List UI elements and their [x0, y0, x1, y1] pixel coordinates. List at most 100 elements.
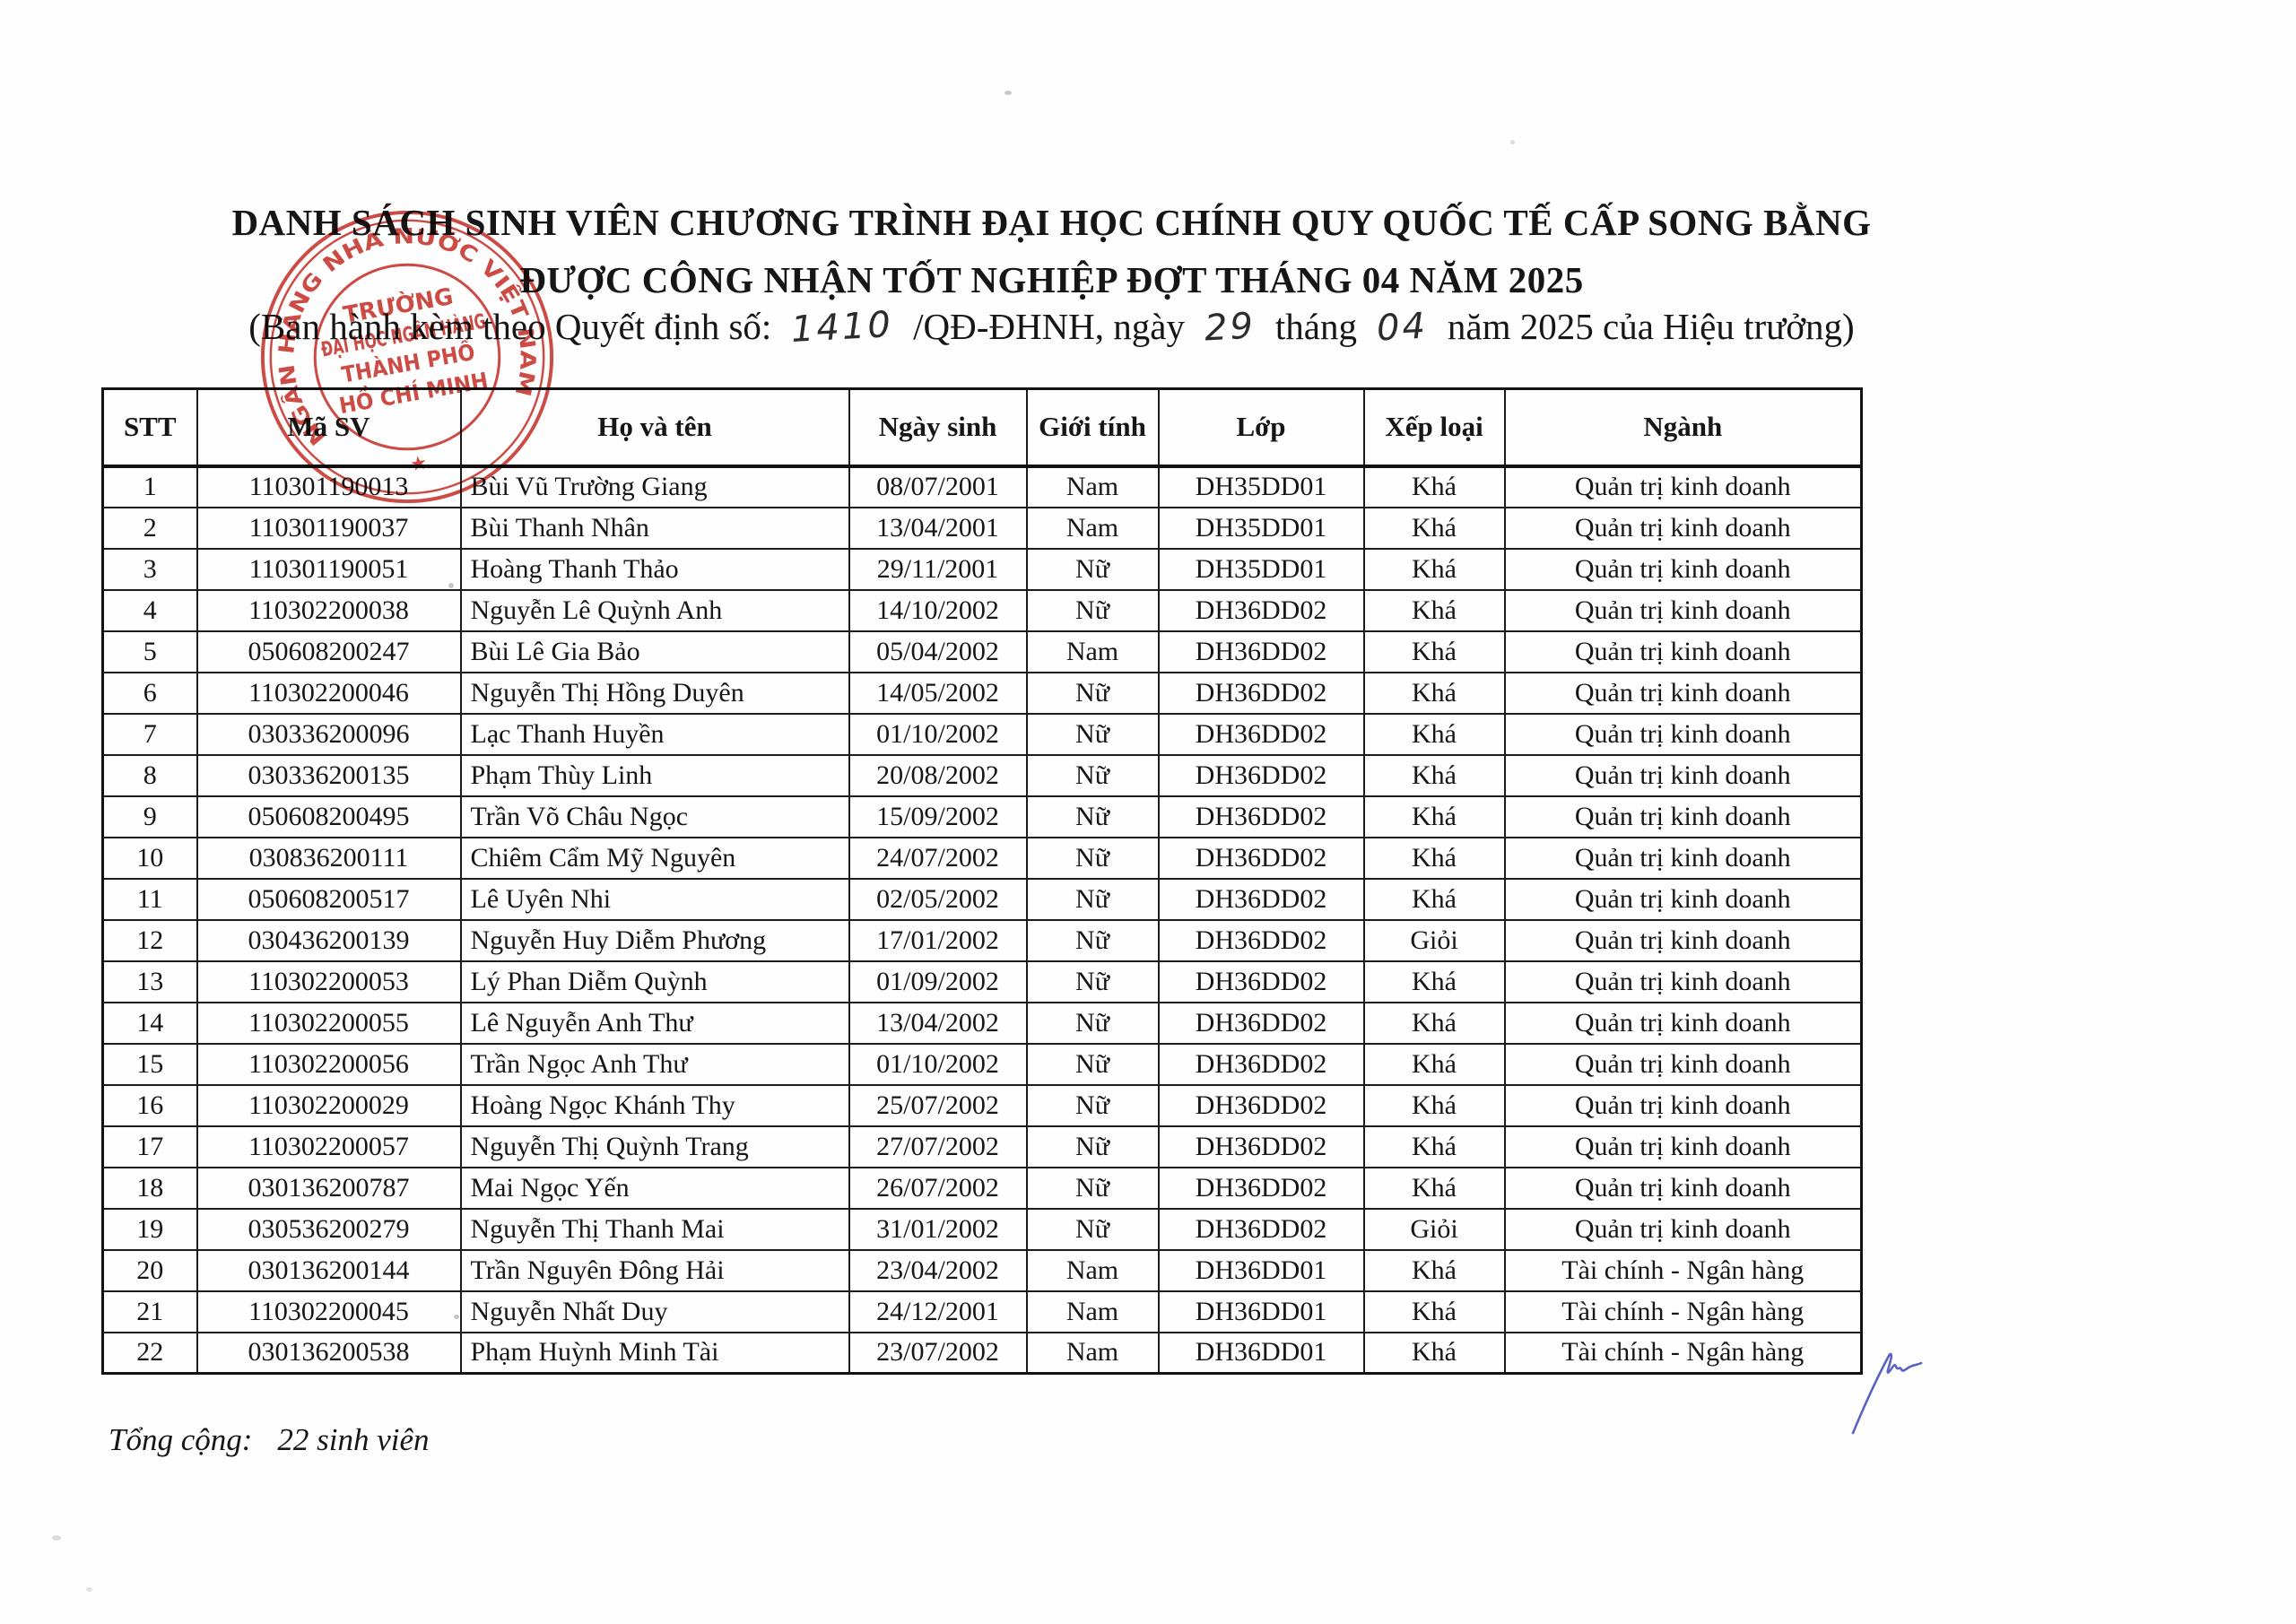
ho-va-ten-cell: Hoàng Ngọc Khánh Thy: [459, 1083, 850, 1127]
stt-cell: 9: [101, 795, 198, 838]
stt-cell: 5: [101, 630, 198, 673]
gioi-tinh-cell: Nữ: [1025, 753, 1160, 797]
ma-sv-cell: 110301190037: [196, 506, 462, 550]
xep-loai-cell: Giỏi: [1362, 1207, 1506, 1251]
ho-va-ten-cell: Bùi Thanh Nhân: [459, 506, 850, 550]
table-row: 6 110302200046 Nguyễn Thị Hồng Duyên 14/05/…: [101, 671, 1863, 715]
stamp-star-icon: ★: [408, 452, 430, 477]
xep-loai-cell: Khá: [1362, 1290, 1506, 1333]
col-header-xep-loai: Xếp loại: [1362, 387, 1506, 468]
ngay-sinh-cell: 17/01/2002: [848, 918, 1028, 962]
ho-va-ten-cell: Phạm Thùy Linh: [459, 753, 850, 797]
col-header-ma-sv: Mã SV: [196, 387, 462, 468]
table-row: 22 030136200538 Phạm Huỳnh Minh Tài 23/07/2…: [101, 1331, 1863, 1375]
nganh-cell: Quản trị kinh doanh: [1503, 1042, 1863, 1086]
gioi-tinh-cell: Nữ: [1025, 1166, 1160, 1210]
ngay-sinh-cell: 13/04/2001: [848, 506, 1028, 550]
ho-va-ten-cell: Nguyễn Thị Hồng Duyên: [459, 671, 850, 715]
gioi-tinh-cell: Nữ: [1025, 918, 1160, 962]
scan-speck: [448, 583, 454, 588]
stamp-outer-ring: [260, 210, 554, 504]
stt-cell: 2: [101, 506, 198, 550]
ngay-sinh-cell: 05/04/2002: [848, 630, 1028, 673]
nganh-cell: Quản trị kinh doanh: [1503, 1001, 1863, 1045]
gioi-tinh-cell: Nữ: [1025, 1125, 1160, 1168]
xep-loai-cell: Khá: [1362, 877, 1506, 921]
ho-va-ten-cell: Chiêm Cẩm Mỹ Nguyên: [459, 836, 850, 880]
nganh-cell: Quản trị kinh doanh: [1503, 918, 1863, 962]
ho-va-ten-cell: Hoàng Thanh Thảo: [459, 547, 850, 591]
ngay-sinh-cell: 14/10/2002: [848, 588, 1028, 632]
lop-cell: DH36DD02: [1157, 671, 1365, 715]
ma-sv-cell: 030436200139: [196, 918, 462, 962]
ho-va-ten-cell: Nguyễn Huy Diễm Phương: [459, 918, 850, 962]
ma-sv-cell: 110301190051: [196, 547, 462, 591]
stamp-inner-ring: [313, 263, 501, 451]
gioi-tinh-cell: Nữ: [1025, 588, 1160, 632]
stt-cell: 4: [101, 588, 198, 632]
xep-loai-cell: Khá: [1362, 1166, 1506, 1210]
stt-cell: 13: [101, 960, 198, 1003]
lop-cell: DH36DD02: [1157, 1125, 1365, 1168]
ho-va-ten-cell: Nguyễn Nhất Duy: [459, 1290, 850, 1333]
stt-cell: 16: [101, 1083, 198, 1127]
nganh-cell: Quản trị kinh doanh: [1503, 506, 1863, 550]
lop-cell: DH36DD02: [1157, 1001, 1365, 1045]
lop-cell: DH36DD02: [1157, 918, 1365, 962]
ho-va-ten-cell: Trần Ngọc Anh Thư: [459, 1042, 850, 1086]
col-header-stt: STT: [101, 387, 198, 468]
table-row: 15 110302200056 Trần Ngọc Anh Thư 01/10/200…: [101, 1042, 1863, 1086]
table-row: 17 110302200057 Nguyễn Thị Quỳnh Trang 27/0…: [101, 1125, 1863, 1168]
stt-cell: 19: [101, 1207, 198, 1251]
stt-cell: 11: [101, 877, 198, 921]
gioi-tinh-cell: Nữ: [1025, 836, 1160, 880]
nganh-cell: Quản trị kinh doanh: [1503, 960, 1863, 1003]
gioi-tinh-cell: Nam: [1025, 1331, 1160, 1375]
table-row: 19 030536200279 Nguyễn Thị Thanh Mai 31/01/…: [101, 1207, 1863, 1251]
lop-cell: DH36DD02: [1157, 795, 1365, 838]
lop-cell: DH36DD02: [1157, 1042, 1365, 1086]
scan-speck: [1004, 91, 1012, 95]
table-row: 5 050608200247 Bùi Lê Gia Bảo 05/04/2002 Nam…: [101, 630, 1863, 673]
ma-sv-cell: 050608200495: [196, 795, 462, 838]
ngay-sinh-cell: 01/09/2002: [848, 960, 1028, 1003]
xep-loai-cell: Khá: [1362, 795, 1506, 838]
gioi-tinh-cell: Nam: [1025, 465, 1160, 508]
nganh-cell: Quản trị kinh doanh: [1503, 795, 1863, 838]
lop-cell: DH36DD02: [1157, 1207, 1365, 1251]
stt-cell: 6: [101, 671, 198, 715]
nganh-cell: Tài chính - Ngân hàng: [1503, 1290, 1863, 1333]
scan-speck: [1510, 140, 1515, 144]
ho-va-ten-cell: Lý Phan Diễm Quỳnh: [459, 960, 850, 1003]
lop-cell: DH36DD01: [1157, 1248, 1365, 1292]
ngay-sinh-cell: 13/04/2002: [848, 1001, 1028, 1045]
col-header-nganh: Ngành: [1503, 387, 1863, 468]
ho-va-ten-cell: Lê Nguyễn Anh Thư: [459, 1001, 850, 1045]
gioi-tinh-cell: Nữ: [1025, 1001, 1160, 1045]
lop-cell: DH35DD01: [1157, 465, 1365, 508]
stt-cell: 10: [101, 836, 198, 880]
table-row: 13 110302200053 Lý Phan Diễm Quỳnh 01/09/20…: [101, 960, 1863, 1003]
total-count-label: Tổng cộng:: [109, 1422, 253, 1457]
gioi-tinh-cell: Nam: [1025, 1248, 1160, 1292]
xep-loai-cell: Khá: [1362, 671, 1506, 715]
issuance-suffix: năm 2025 của Hiệu trưởng): [1447, 306, 1855, 347]
xep-loai-cell: Khá: [1362, 630, 1506, 673]
table-row: 3 110301190051 Hoàng Thanh Thảo 29/11/2001 N…: [101, 547, 1863, 591]
ngay-sinh-cell: 23/07/2002: [848, 1331, 1028, 1375]
lop-cell: DH36DD02: [1157, 877, 1365, 921]
xep-loai-cell: Khá: [1362, 588, 1506, 632]
xep-loai-cell: Khá: [1362, 712, 1506, 756]
handwritten-month: 04: [1375, 305, 1430, 350]
signature-paraph-icon: [1851, 1352, 1923, 1435]
issuance-thang: tháng: [1274, 306, 1357, 347]
ma-sv-cell: 050608200517: [196, 877, 462, 921]
lop-cell: DH36DD02: [1157, 712, 1365, 756]
lop-cell: DH36DD02: [1157, 960, 1365, 1003]
ho-va-ten-cell: Lê Uyên Nhi: [459, 877, 850, 921]
issuance-prefix: (Ban hành kèm theo Quyết định số:: [248, 306, 772, 347]
stt-cell: 12: [101, 918, 198, 962]
nganh-cell: Quản trị kinh doanh: [1503, 836, 1863, 880]
ma-sv-cell: 030536200279: [196, 1207, 462, 1251]
xep-loai-cell: Khá: [1362, 1331, 1506, 1375]
